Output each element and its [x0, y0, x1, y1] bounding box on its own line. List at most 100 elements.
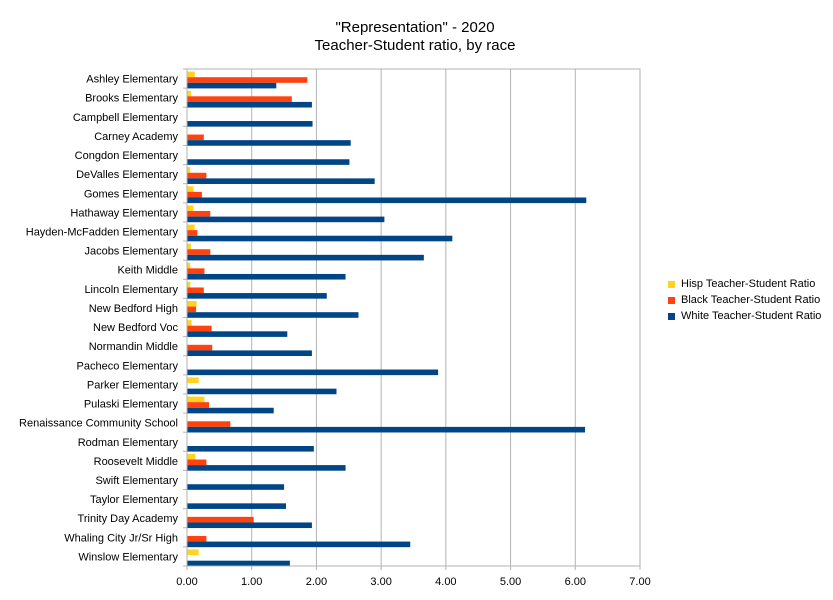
y-tick-label: New Bedford Voc	[93, 322, 178, 334]
bar	[187, 300, 197, 307]
y-tick-label: Winslow Elementary	[78, 551, 178, 563]
bar	[187, 77, 308, 83]
bar	[187, 377, 199, 384]
bar	[187, 293, 327, 299]
bar	[187, 325, 212, 332]
bar	[187, 101, 312, 108]
legend-item: Hisp Teacher-Student Ratio	[668, 276, 821, 292]
y-tick-label: Hayden-McFadden Elementary	[26, 226, 179, 238]
legend: Hisp Teacher-Student Ratio Black Teacher-…	[668, 276, 821, 324]
bar	[187, 216, 385, 223]
bar	[187, 172, 207, 179]
bar	[187, 287, 204, 294]
legend-label: White Teacher-Student Ratio	[681, 310, 822, 322]
bar	[187, 121, 313, 127]
bar	[187, 344, 213, 351]
bar	[187, 407, 274, 414]
bar	[187, 167, 191, 173]
bar	[187, 312, 359, 318]
y-tick-label: Gomes Elementary	[84, 188, 179, 200]
bar	[187, 191, 202, 198]
y-tick-label: Brooks Elementary	[85, 93, 178, 105]
x-tick-label: 7.00	[629, 576, 650, 588]
y-tick-label: DeValles Elementary	[76, 169, 178, 181]
bar	[187, 453, 196, 460]
bar	[187, 211, 211, 217]
bar	[187, 235, 453, 242]
bar	[187, 82, 277, 89]
y-tick-label: Swift Elementary	[95, 475, 178, 487]
bar	[187, 243, 191, 250]
bar	[187, 541, 411, 548]
y-tick-label: Pacheco Elementary	[77, 360, 179, 372]
bar	[187, 205, 194, 212]
bar	[187, 396, 205, 403]
y-tick-label: Congdon Elementary	[75, 150, 179, 162]
y-tick-label: Renaissance Community School	[19, 418, 178, 430]
x-tick-label: 0.00	[176, 576, 197, 588]
y-tick-label: Lincoln Elementary	[84, 284, 178, 296]
legend-swatch	[668, 280, 675, 288]
y-tick-label: Roosevelt Middle	[94, 456, 178, 468]
bar	[187, 134, 204, 141]
legend-swatch	[668, 296, 675, 304]
y-tick-label: Rodman Elementary	[78, 437, 179, 449]
legend-label: Black Teacher-Student Ratio	[681, 294, 821, 306]
bar	[187, 159, 350, 165]
y-tick-label: Carney Academy	[94, 131, 178, 143]
bar	[187, 273, 346, 280]
bar	[187, 465, 346, 471]
bar	[187, 522, 312, 529]
bar	[187, 268, 205, 274]
y-tick-label: New Bedford High	[89, 303, 178, 315]
bar	[187, 71, 195, 78]
bar	[187, 459, 207, 466]
y-tick-label: Normandin Middle	[89, 341, 178, 353]
bar	[187, 402, 210, 408]
bar	[187, 421, 231, 427]
x-tick-label: 6.00	[565, 576, 586, 588]
y-tick-label: Keith Middle	[117, 265, 178, 277]
legend-item: Black Teacher-Student Ratio	[668, 292, 821, 308]
y-tick-label: Whaling City Jr/Sr High	[64, 532, 178, 544]
bar	[187, 388, 337, 395]
bar	[187, 197, 587, 204]
y-tick-label: Taylor Elementary	[90, 494, 179, 506]
x-tick-label: 1.00	[241, 576, 262, 588]
bar	[187, 186, 194, 192]
bar	[187, 516, 254, 523]
bar	[187, 224, 195, 231]
y-tick-label: Parker Elementary	[87, 379, 179, 391]
bar	[187, 254, 424, 261]
bar	[187, 140, 351, 146]
x-tick-label: 2.00	[306, 576, 327, 588]
bar	[187, 445, 314, 452]
x-tick-label: 4.00	[435, 576, 456, 588]
bar	[187, 560, 290, 567]
x-tick-label: 3.00	[370, 576, 391, 588]
bar	[187, 535, 207, 542]
x-tick-label: 5.00	[500, 576, 521, 588]
y-tick-label: Pulaski Elementary	[84, 399, 179, 411]
bar	[187, 350, 312, 357]
bar	[187, 306, 197, 313]
bar	[187, 90, 191, 97]
y-tick-label: Hathaway Elementary	[70, 207, 178, 219]
bar	[187, 426, 585, 433]
legend-label: Hisp Teacher-Student Ratio	[681, 278, 816, 290]
bar	[187, 262, 191, 269]
chart-subtitle: Teacher-Student ratio, by race	[314, 37, 516, 54]
bar	[187, 484, 285, 490]
bar	[187, 320, 192, 326]
bar	[187, 230, 198, 236]
bar	[187, 96, 292, 102]
bar	[187, 249, 211, 255]
chart-title: "Representation" - 2020	[335, 19, 495, 36]
bar	[187, 178, 375, 184]
bar	[187, 331, 288, 337]
y-tick-label: Campbell Elementary	[73, 112, 179, 124]
y-tick-label: Ashley Elementary	[86, 74, 178, 86]
bar	[187, 503, 287, 509]
